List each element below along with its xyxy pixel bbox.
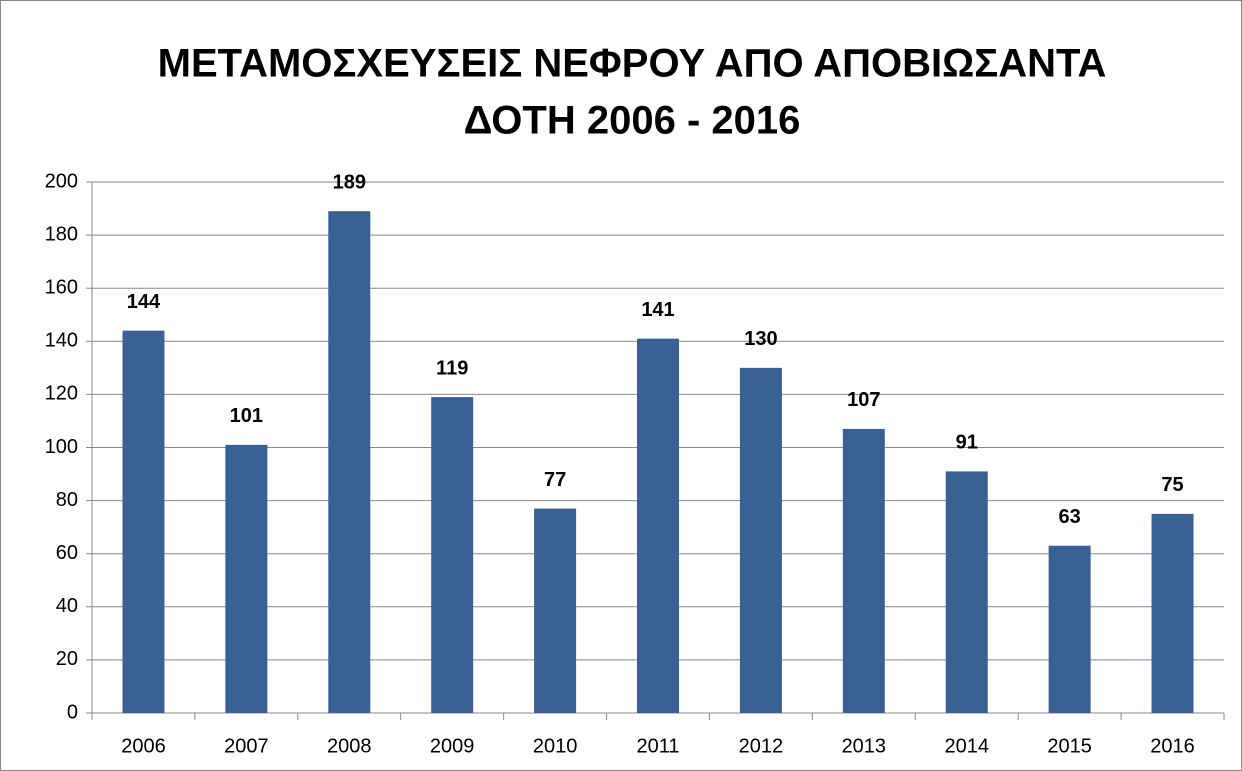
bar xyxy=(842,428,885,713)
data-label: 144 xyxy=(127,291,161,313)
y-tick-label: 200 xyxy=(45,170,78,192)
bar xyxy=(431,397,474,713)
data-label: 189 xyxy=(333,171,366,193)
y-tick-label: 20 xyxy=(56,648,78,670)
bar xyxy=(1151,513,1194,713)
data-label: 107 xyxy=(847,389,880,411)
data-label: 141 xyxy=(641,299,674,321)
x-tick-label: 2013 xyxy=(842,735,887,757)
data-label: 130 xyxy=(744,328,777,350)
y-tick-label: 120 xyxy=(45,383,78,405)
chart-title: ΜΕΤΑΜΟΣΧΕΥΣΕΙΣ ΝΕΦΡΟΥ ΑΠΟ ΑΠΟΒΙΩΣΑΝΤΑ xyxy=(158,42,1107,86)
y-tick-label: 40 xyxy=(56,595,78,617)
x-tick-label: 2010 xyxy=(533,735,578,757)
bar xyxy=(637,338,679,713)
x-tick-label: 2016 xyxy=(1150,735,1195,757)
x-tick-label: 2011 xyxy=(636,735,679,757)
y-tick-label: 160 xyxy=(45,276,78,298)
bar xyxy=(945,471,988,713)
x-tick-label: 2006 xyxy=(121,735,166,757)
data-label: 63 xyxy=(1059,506,1081,528)
y-tick-label: 0 xyxy=(67,701,78,723)
y-tick-label: 140 xyxy=(45,330,78,352)
x-tick-label: 2015 xyxy=(1047,735,1092,757)
bar xyxy=(739,367,782,713)
x-tick-label: 2008 xyxy=(327,735,372,757)
data-label: 101 xyxy=(230,405,263,427)
y-tick-label: 60 xyxy=(56,542,78,564)
data-label: 119 xyxy=(436,357,468,379)
data-label: 77 xyxy=(544,469,566,491)
data-label: 75 xyxy=(1161,474,1183,496)
bar xyxy=(225,444,268,713)
x-tick-label: 2007 xyxy=(224,735,269,757)
x-tick-label: 2009 xyxy=(430,735,475,757)
y-tick-label: 100 xyxy=(45,436,78,458)
bar xyxy=(534,508,577,713)
chart-title: ΔΟΤΗ 2006 - 2016 xyxy=(464,99,801,143)
y-tick-label: 80 xyxy=(56,489,78,511)
bar xyxy=(328,211,371,713)
data-label: 91 xyxy=(956,432,978,454)
x-tick-label: 2012 xyxy=(739,735,784,757)
bar xyxy=(122,330,165,713)
y-tick-label: 180 xyxy=(45,223,78,245)
x-tick-label: 2014 xyxy=(944,735,989,757)
bar xyxy=(1048,545,1091,713)
